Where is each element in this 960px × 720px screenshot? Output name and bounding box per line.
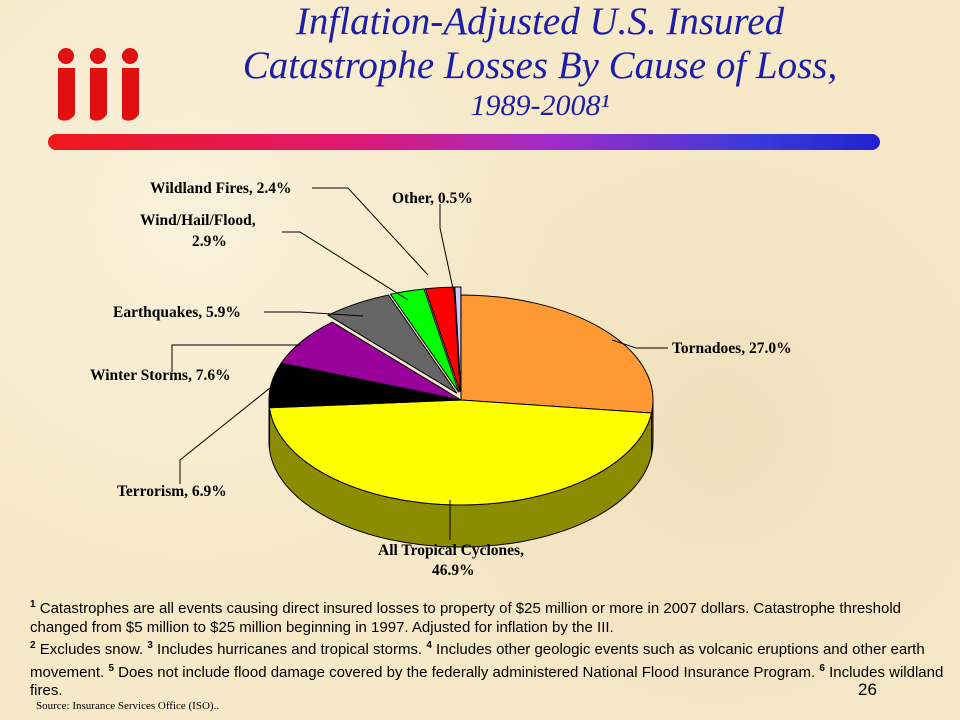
label-tropical-cyclones: All Tropical Cyclones,: [378, 542, 524, 559]
leader-tornadoes: [611, 339, 668, 349]
pie-slice-earthquakes: [327, 294, 458, 394]
title-line-1: Inflation-Adjusted U.S. Insured: [295, 0, 785, 43]
pie-slice-winter-storms: [280, 321, 462, 401]
title-line-2: Catastrophe Losses By Cause of Loss,: [242, 44, 838, 87]
label-wildland-fires: Wildland Fires, 2.4%: [150, 180, 292, 197]
page-number: 26: [858, 680, 877, 699]
label-tornadoes: Tornadoes, 27.0%: [672, 340, 792, 357]
footnotes: 1 Catastrophes are all events causing di…: [30, 596, 950, 701]
label-winter-storms: Winter Storms, 7.6%: [90, 367, 231, 384]
pie-slice-wildland-fires: [424, 286, 461, 393]
label-other: Other, 0.5%: [392, 190, 473, 207]
footnote-marker-4: 4: [426, 640, 432, 651]
label-terrorism: Terrorism, 6.9%: [117, 483, 227, 500]
leader-other: [439, 204, 456, 299]
chart-title: Inflation-Adjusted U.S. Insured Catastro…: [150, 0, 930, 124]
footnote-marker-6: 6: [819, 662, 825, 674]
label-wind-hail-flood-pct: 2.9%: [192, 233, 227, 250]
footnote-1: Catastrophes are all events causing dire…: [30, 600, 902, 636]
leader-earthquakes: [264, 311, 364, 317]
label-wind-hail-flood: Wind/Hail/Flood,: [140, 212, 256, 229]
leader-wildland: [312, 187, 429, 276]
source-note: Source: Insurance Services Office (ISO).…: [36, 700, 220, 712]
slice-labels: Wildland Fires, 2.4% Other, 0.5% Wind/Ha…: [90, 180, 792, 579]
footnote-marker-1: 1: [30, 599, 36, 610]
leader-windhail: [282, 231, 409, 301]
footnote-6: Includes wildland fires.: [30, 663, 944, 700]
footnote-3: Includes hurricanes and tropical storms.: [152, 641, 427, 658]
footnote-2: Excludes snow.: [35, 641, 148, 658]
footnote-4: Includes other geologic events such as v…: [30, 641, 925, 681]
footnote-marker-3: 3: [147, 640, 153, 651]
label-tropical-cyclones-pct: 46.9%: [432, 562, 475, 579]
footnote-5: Does not include flood damage covered by…: [113, 663, 820, 681]
pie-slice-tornadoes: [460, 294, 654, 414]
footnote-marker-5: 5: [108, 662, 114, 674]
footnote-marker-2: 2: [30, 640, 36, 651]
pie-slice-other: [454, 286, 462, 393]
pie-slice-all-tropical-cyclones: [268, 399, 653, 506]
leader-terrorism: [179, 387, 271, 484]
leader-lines: [171, 187, 668, 540]
iii-logo: [58, 48, 139, 121]
label-earthquakes: Earthquakes, 5.9%: [113, 304, 241, 321]
pie-tops: [268, 286, 654, 506]
title-line-3: 1989-2008¹: [470, 89, 610, 122]
leader-winter: [171, 344, 300, 372]
title-divider: [48, 134, 880, 150]
pie-slice-wind-hail-flood: [389, 288, 460, 393]
